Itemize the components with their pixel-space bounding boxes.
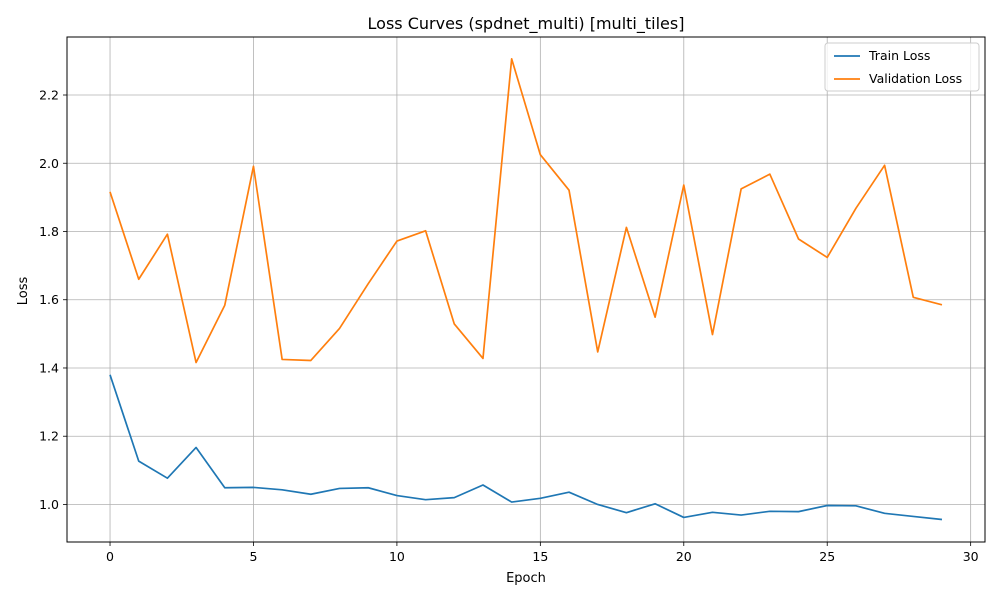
x-tick-label: 25	[819, 549, 835, 564]
axis-ticks: 0 5 10 15 20 25 30 1.0 1.2 1.4 1.6 1.8 2.0 2.2	[39, 88, 979, 564]
legend-box	[824, 42, 980, 92]
x-axis-label: Epoch	[506, 571, 546, 586]
x-tick-label: 15	[532, 549, 548, 564]
x-tick-label: 0	[106, 549, 114, 564]
y-axis-label: Loss	[16, 277, 31, 306]
x-tick-label: 5	[249, 549, 257, 564]
chart-title: Loss Curves (spdnet_multi) [multi_tiles]	[368, 14, 685, 34]
x-tick-label: 20	[676, 549, 692, 564]
y-tick-label: 2.2	[39, 88, 59, 103]
y-tick-label: 1.4	[39, 360, 59, 375]
series-lines	[109, 57, 943, 521]
x-tick-label: 30	[963, 549, 979, 564]
y-tick-label: 1.6	[39, 292, 59, 307]
series-line-validation-loss	[109, 57, 943, 364]
series-line-train-loss	[109, 374, 943, 521]
y-tick-label: 1.2	[39, 429, 59, 444]
legend-label-train-loss: Train Loss	[868, 48, 930, 63]
legend: Train Loss Validation Loss	[824, 42, 980, 92]
plot-area-frame	[66, 36, 986, 543]
legend-label-validation-loss: Validation Loss	[869, 71, 962, 86]
y-tick-label: 2.0	[39, 156, 59, 171]
x-tick-label: 10	[389, 549, 405, 564]
y-tick-label: 1.0	[39, 497, 59, 512]
grid	[67, 37, 985, 542]
y-tick-label: 1.8	[39, 224, 59, 239]
